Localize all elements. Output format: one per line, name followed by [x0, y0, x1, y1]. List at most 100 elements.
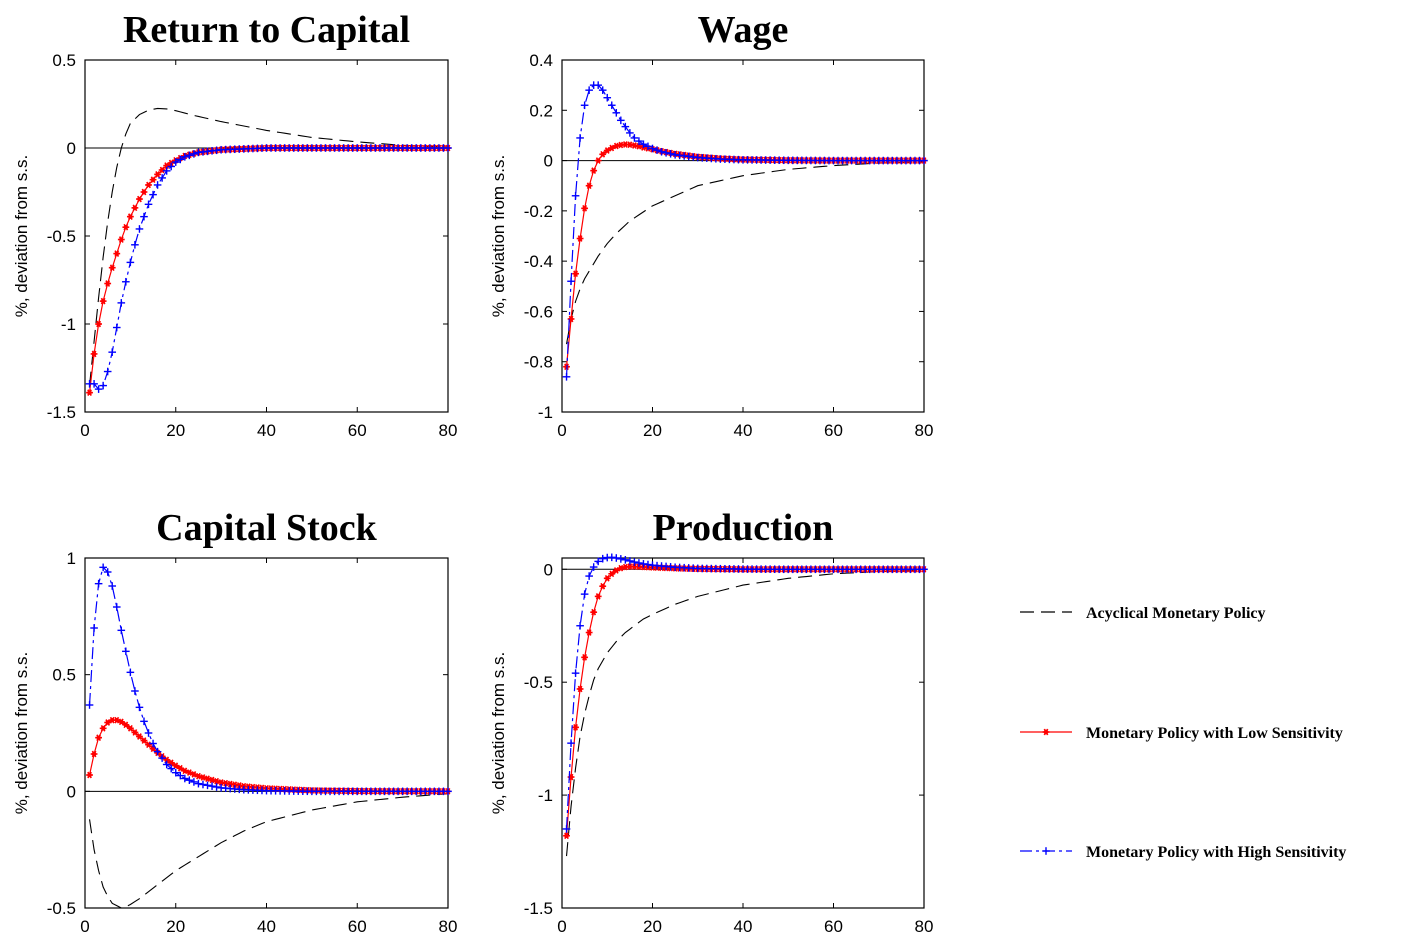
series-line-acyclical — [565, 569, 925, 857]
low-sensitivity-marker — [594, 593, 602, 600]
low-sensitivity-marker — [154, 171, 161, 178]
legend-label: Monetary Policy with Low Sensitivity — [1086, 725, 1343, 742]
high-sensitivity-marker — [94, 579, 103, 588]
x-tick-label: 40 — [257, 421, 276, 440]
low-sensitivity-marker — [213, 777, 220, 785]
x-tick-label: 0 — [557, 421, 566, 440]
panel-title: Return to Capital — [123, 9, 410, 51]
high-sensitivity-marker — [208, 782, 216, 790]
low-sensitivity-marker — [95, 320, 103, 328]
low-sensitivity-marker — [572, 724, 579, 731]
y-tick-label: -1 — [538, 403, 553, 422]
series-line-high-sensitivity — [89, 147, 448, 390]
high-sensitivity-marker — [212, 783, 221, 791]
low-sensitivity-marker — [149, 176, 157, 184]
series-line-low-sensitivity — [565, 143, 924, 367]
high-sensitivity-marker — [176, 771, 185, 780]
high-sensitivity-marker — [199, 780, 207, 789]
low-sensitivity-marker — [104, 280, 112, 287]
high-sensitivity-marker — [648, 144, 657, 153]
high-sensitivity-marker — [126, 258, 135, 267]
high-sensitivity-marker — [140, 212, 148, 221]
high-sensitivity-marker — [158, 754, 166, 762]
low-sensitivity-marker — [563, 832, 570, 840]
high-sensitivity-marker — [176, 155, 185, 164]
high-sensitivity-marker — [140, 717, 148, 726]
low-sensitivity-marker — [581, 204, 589, 212]
x-tick-label: 40 — [734, 917, 753, 936]
panel-title: Capital Stock — [156, 507, 378, 549]
high-sensitivity-marker — [444, 787, 452, 796]
series-line-acyclical — [88, 793, 449, 909]
high-sensitivity-marker — [567, 277, 575, 286]
x-tick-label: 60 — [824, 421, 843, 440]
low-sensitivity-marker — [136, 733, 143, 740]
y-tick-label: -0.5 — [47, 227, 76, 246]
high-sensitivity-marker — [585, 572, 593, 580]
high-sensitivity-marker — [122, 647, 130, 656]
low-sensitivity-marker — [576, 235, 584, 242]
y-tick-label: 0 — [544, 152, 553, 171]
axes-box — [561, 557, 925, 909]
high-sensitivity-marker — [190, 150, 198, 158]
high-sensitivity-marker — [639, 140, 648, 149]
low-sensitivity-marker — [190, 771, 198, 778]
high-sensitivity-marker — [185, 151, 194, 160]
high-sensitivity-marker — [666, 149, 675, 158]
high-sensitivity-marker — [635, 559, 643, 567]
high-sensitivity-marker — [171, 158, 180, 166]
legend-marker — [1042, 847, 1050, 855]
x-tick-label: 80 — [439, 421, 458, 440]
high-sensitivity-marker — [90, 624, 98, 632]
low-sensitivity-marker — [86, 389, 93, 396]
low-sensitivity-marker — [585, 629, 593, 636]
y-axis-label: %, deviation from s.s. — [12, 155, 31, 318]
panel-production: Production %, deviation from s.s. 0 20 40 60 8… — [489, 507, 933, 936]
low-sensitivity-marker — [585, 182, 593, 190]
high-sensitivity-marker — [181, 774, 189, 783]
high-sensitivity-marker — [158, 174, 166, 182]
y-tick-label: -0.5 — [524, 673, 553, 692]
low-sensitivity-marker — [99, 297, 107, 305]
low-sensitivity-marker — [222, 779, 230, 787]
low-sensitivity-marker — [131, 204, 139, 212]
high-sensitivity-marker — [99, 563, 107, 572]
y-tick-label: 0 — [67, 139, 76, 158]
high-sensitivity-marker — [162, 167, 171, 175]
high-sensitivity-marker — [122, 277, 130, 286]
series-line-low-sensitivity — [88, 147, 448, 393]
panel-return-to-capital: Return to Capital %, deviation from s.s. 0… — [12, 9, 457, 440]
x-tick-label: 20 — [643, 421, 662, 440]
legend-marker — [1042, 728, 1050, 736]
high-sensitivity-marker — [108, 582, 117, 590]
low-sensitivity-marker — [567, 773, 575, 781]
high-sensitivity-marker — [144, 729, 153, 737]
high-sensitivity-marker — [621, 122, 630, 131]
high-sensitivity-marker — [612, 109, 621, 117]
low-sensitivity-marker — [599, 150, 607, 158]
high-sensitivity-marker — [589, 563, 598, 571]
legend-item: Acyclical Monetary Policy — [1020, 605, 1266, 622]
high-sensitivity-marker — [185, 776, 194, 785]
y-tick-label: -0.6 — [524, 302, 553, 321]
high-sensitivity-marker — [85, 701, 94, 709]
high-sensitivity-marker — [576, 621, 584, 630]
x-tick-label: 80 — [439, 917, 458, 936]
low-sensitivity-marker — [104, 719, 112, 726]
low-sensitivity-marker — [195, 772, 202, 780]
low-sensitivity-marker — [612, 142, 620, 150]
x-tick-label: 80 — [915, 917, 934, 936]
low-sensitivity-marker — [581, 654, 589, 661]
high-sensitivity-marker — [117, 299, 126, 307]
high-sensitivity-marker — [562, 373, 571, 381]
series-line-high-sensitivity — [88, 566, 448, 792]
low-sensitivity-marker — [181, 767, 189, 775]
low-sensitivity-marker — [145, 181, 152, 189]
low-sensitivity-marker — [572, 270, 579, 278]
low-sensitivity-marker — [617, 564, 625, 572]
series-line-high-sensitivity — [565, 84, 924, 377]
high-sensitivity-marker — [135, 225, 144, 233]
high-sensitivity-marker — [203, 781, 212, 790]
legend: Acyclical Monetary Policy Monetary Policy… — [1020, 605, 1346, 861]
high-sensitivity-marker — [594, 557, 602, 566]
